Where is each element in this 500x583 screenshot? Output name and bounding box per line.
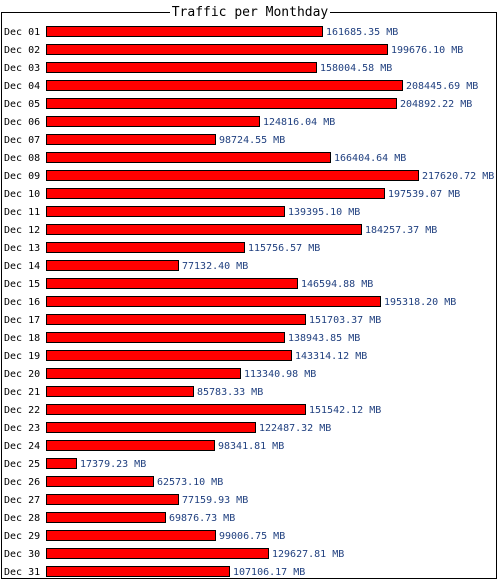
day-label: Dec 25 [4, 459, 40, 470]
traffic-bar [46, 386, 194, 397]
value-label: 69876.73 MB [169, 513, 235, 524]
value-label: 138943.85 MB [288, 333, 360, 344]
day-label: Dec 13 [4, 243, 40, 254]
value-label: 98341.81 MB [218, 441, 284, 452]
day-label: Dec 01 [4, 27, 40, 38]
value-label: 158004.58 MB [320, 63, 392, 74]
traffic-bar [46, 476, 154, 487]
day-label: Dec 18 [4, 333, 40, 344]
value-label: 146594.88 MB [301, 279, 373, 290]
traffic-bar [46, 134, 216, 145]
value-label: 77159.93 MB [182, 495, 248, 506]
day-label: Dec 03 [4, 63, 40, 74]
traffic-bar [46, 332, 285, 343]
traffic-bar [46, 494, 179, 505]
traffic-bar [46, 98, 397, 109]
traffic-bar [46, 152, 331, 163]
day-label: Dec 15 [4, 279, 40, 290]
day-label: Dec 06 [4, 117, 40, 128]
value-label: 166404.64 MB [334, 153, 406, 164]
day-label: Dec 17 [4, 315, 40, 326]
day-label: Dec 09 [4, 171, 40, 182]
traffic-bar [46, 188, 385, 199]
value-label: 85783.33 MB [197, 387, 263, 398]
traffic-bar [46, 548, 269, 559]
day-label: Dec 22 [4, 405, 40, 416]
value-label: 77132.40 MB [182, 261, 248, 272]
value-label: 17379.23 MB [80, 459, 146, 470]
value-label: 199676.10 MB [391, 45, 463, 56]
day-label: Dec 31 [4, 567, 40, 578]
value-label: 124816.04 MB [263, 117, 335, 128]
day-label: Dec 10 [4, 189, 40, 200]
value-label: 139395.10 MB [288, 207, 360, 218]
traffic-bar [46, 62, 317, 73]
day-label: Dec 20 [4, 369, 40, 380]
value-label: 208445.69 MB [406, 81, 478, 92]
value-label: 98724.55 MB [219, 135, 285, 146]
traffic-bar [46, 296, 381, 307]
traffic-bar [46, 350, 292, 361]
traffic-bar [46, 116, 260, 127]
day-label: Dec 27 [4, 495, 40, 506]
traffic-bar [46, 44, 388, 55]
traffic-bar [46, 206, 285, 217]
traffic-bar [46, 530, 216, 541]
day-label: Dec 26 [4, 477, 40, 488]
traffic-bar [46, 368, 241, 379]
traffic-bar [46, 458, 77, 469]
day-label: Dec 07 [4, 135, 40, 146]
day-label: Dec 24 [4, 441, 40, 452]
value-label: 151703.37 MB [309, 315, 381, 326]
value-label: 107106.17 MB [233, 567, 305, 578]
value-label: 143314.12 MB [295, 351, 367, 362]
day-label: Dec 19 [4, 351, 40, 362]
day-label: Dec 16 [4, 297, 40, 308]
value-label: 195318.20 MB [384, 297, 456, 308]
value-label: 151542.12 MB [309, 405, 381, 416]
value-label: 161685.35 MB [326, 27, 398, 38]
day-label: Dec 04 [4, 81, 40, 92]
traffic-bar [46, 566, 230, 577]
day-label: Dec 02 [4, 45, 40, 56]
value-label: 129627.81 MB [272, 549, 344, 560]
day-label: Dec 11 [4, 207, 40, 218]
traffic-bar [46, 314, 306, 325]
value-label: 122487.32 MB [259, 423, 331, 434]
day-label: Dec 08 [4, 153, 40, 164]
day-label: Dec 12 [4, 225, 40, 236]
traffic-bar [46, 26, 323, 37]
day-label: Dec 05 [4, 99, 40, 110]
value-label: 113340.98 MB [244, 369, 316, 380]
traffic-bar [46, 512, 166, 523]
value-label: 217620.72 MB [422, 171, 494, 182]
value-label: 99006.75 MB [219, 531, 285, 542]
traffic-bar [46, 80, 403, 91]
traffic-bar [46, 422, 256, 433]
traffic-bar [46, 278, 298, 289]
day-label: Dec 14 [4, 261, 40, 272]
value-label: 204892.22 MB [400, 99, 472, 110]
value-label: 184257.37 MB [365, 225, 437, 236]
traffic-bar [46, 404, 306, 415]
value-label: 115756.57 MB [248, 243, 320, 254]
traffic-bar [46, 260, 179, 271]
value-label: 62573.10 MB [157, 477, 223, 488]
day-label: Dec 28 [4, 513, 40, 524]
traffic-bar [46, 440, 215, 451]
traffic-bar [46, 170, 419, 181]
day-label: Dec 30 [4, 549, 40, 560]
day-label: Dec 21 [4, 387, 40, 398]
traffic-bar [46, 224, 362, 235]
traffic-bar [46, 242, 245, 253]
value-label: 197539.07 MB [388, 189, 460, 200]
day-label: Dec 29 [4, 531, 40, 542]
day-label: Dec 23 [4, 423, 40, 434]
